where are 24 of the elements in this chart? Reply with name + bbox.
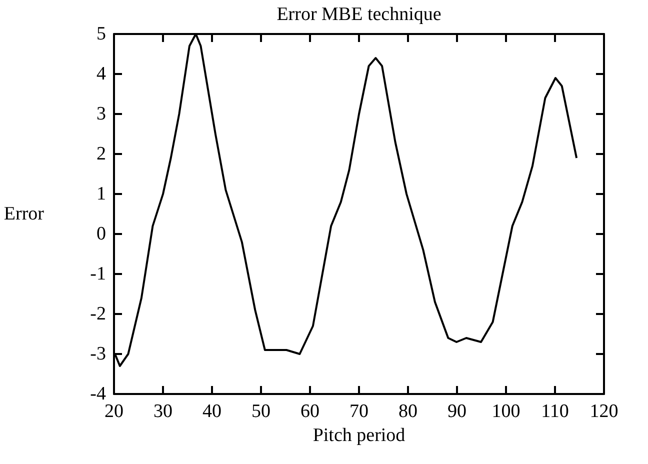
y-axis-title: Error bbox=[4, 204, 45, 224]
x-tick-label: 120 bbox=[590, 401, 618, 422]
x-tick-label: 70 bbox=[350, 401, 368, 422]
y-tick-label: -3 bbox=[90, 344, 106, 364]
y-tick-label: 3 bbox=[96, 104, 106, 124]
x-axis-title: Pitch period bbox=[312, 424, 406, 446]
y-tick-label: 1 bbox=[96, 184, 106, 204]
x-tick-label: 90 bbox=[448, 401, 466, 422]
x-tick-label: 60 bbox=[300, 401, 320, 422]
y-tick-label: 0 bbox=[96, 224, 106, 244]
x-tick-label: 30 bbox=[154, 401, 172, 422]
y-tick-label: -4 bbox=[90, 384, 106, 404]
y-tick-label: 2 bbox=[96, 144, 106, 164]
y-tick-label: 5 bbox=[96, 24, 106, 44]
x-tick-label: 100 bbox=[492, 401, 520, 422]
y-tick-label: -1 bbox=[90, 264, 106, 284]
y-tick-label: -2 bbox=[90, 304, 106, 324]
x-tick-label: 50 bbox=[252, 401, 270, 422]
x-tick-label: 80 bbox=[398, 401, 418, 422]
y-tick-label: 4 bbox=[96, 64, 106, 84]
x-tick-label: 40 bbox=[202, 401, 222, 422]
x-tick-label: 20 bbox=[104, 401, 124, 422]
chart-title: Error MBE technique bbox=[276, 4, 442, 25]
x-tick-label: 110 bbox=[541, 401, 569, 422]
